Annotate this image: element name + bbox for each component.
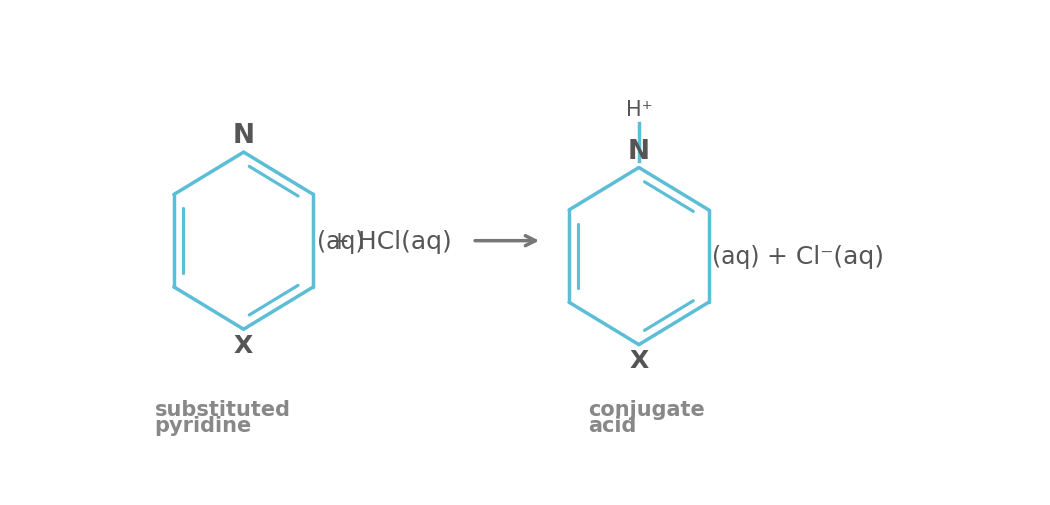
Text: conjugate: conjugate <box>588 399 706 419</box>
Text: acid: acid <box>588 416 637 436</box>
Text: substituted: substituted <box>154 399 291 419</box>
Text: (aq): (aq) <box>317 229 364 253</box>
Text: pyridine: pyridine <box>154 416 252 436</box>
Text: + Cl⁻(aq): + Cl⁻(aq) <box>766 244 884 269</box>
Text: X: X <box>234 333 253 358</box>
Text: X: X <box>629 349 649 373</box>
Text: N: N <box>628 138 650 164</box>
Text: N: N <box>233 123 254 149</box>
Text: + HCl(aq): + HCl(aq) <box>329 229 452 253</box>
Text: (aq): (aq) <box>713 244 760 269</box>
Text: H⁺: H⁺ <box>626 100 652 120</box>
